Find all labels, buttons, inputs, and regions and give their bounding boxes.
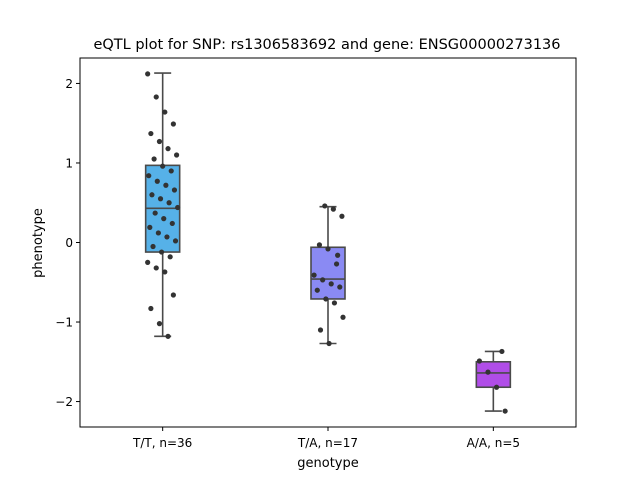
data-point	[145, 259, 151, 265]
data-point	[148, 305, 154, 312]
data-point	[330, 206, 336, 212]
y-tick-label: 2	[65, 77, 73, 91]
y-axis: −2 −1 0 1 2	[55, 77, 80, 409]
x-axis-label: genotype	[297, 456, 358, 471]
y-tick-label: −1	[55, 316, 73, 330]
box-group-2	[310, 203, 346, 347]
data-point	[168, 168, 174, 174]
data-point	[155, 230, 161, 236]
data-point	[145, 71, 151, 77]
plot-area	[144, 71, 512, 414]
data-point	[158, 249, 165, 255]
data-point	[160, 163, 166, 169]
data-point	[340, 314, 346, 320]
data-point	[147, 224, 153, 230]
data-point	[150, 243, 156, 250]
data-point	[156, 321, 163, 327]
data-point	[322, 203, 328, 209]
data-point	[328, 281, 334, 287]
data-point	[162, 109, 168, 115]
data-point	[153, 94, 159, 100]
data-point	[167, 254, 173, 260]
data-point	[164, 234, 170, 240]
data-point	[156, 138, 163, 145]
data-point	[335, 252, 341, 258]
y-tick-label: −2	[55, 395, 73, 409]
data-point	[161, 216, 167, 222]
y-axis-label: phenotype	[31, 208, 46, 278]
x-tick-label: A/A, n=5	[467, 436, 520, 450]
data-point	[499, 348, 505, 355]
data-point	[502, 408, 508, 414]
chart-title: eQTL plot for SNP: rs1306583692 and gene…	[93, 37, 560, 53]
data-point	[166, 200, 172, 206]
x-tick-label: T/A, n=17	[297, 436, 358, 450]
data-point	[163, 182, 169, 188]
data-point	[333, 261, 340, 267]
y-tick-label: 1	[65, 156, 73, 170]
data-point	[325, 246, 331, 252]
data-point	[169, 220, 175, 227]
iqr-box	[475, 360, 512, 389]
data-point	[175, 204, 181, 211]
data-point	[170, 121, 176, 127]
data-point	[173, 152, 180, 158]
data-point	[157, 196, 164, 202]
data-point	[320, 277, 326, 283]
data-point	[485, 369, 491, 375]
data-point	[323, 296, 329, 302]
data-point	[153, 265, 159, 271]
data-point	[331, 300, 338, 306]
data-point	[311, 272, 317, 278]
box-group-1	[144, 71, 181, 339]
data-point	[165, 146, 171, 152]
x-axis: T/T, n=36 T/A, n=17 A/A, n=5	[132, 427, 520, 450]
data-point	[152, 210, 158, 216]
data-point	[171, 187, 178, 193]
data-point	[493, 384, 500, 390]
data-point	[170, 292, 176, 298]
data-point	[476, 358, 483, 364]
data-point	[165, 333, 171, 339]
data-point	[316, 242, 323, 248]
data-point	[148, 130, 154, 137]
data-point	[314, 287, 320, 293]
data-point	[146, 173, 152, 179]
data-point	[172, 238, 179, 244]
data-point	[162, 269, 168, 275]
data-point	[339, 213, 345, 219]
data-point	[326, 340, 332, 347]
data-point	[337, 284, 343, 290]
box-group-3	[475, 348, 512, 414]
data-point	[317, 327, 324, 333]
data-point	[151, 156, 157, 162]
data-point	[154, 178, 160, 184]
y-tick-label: 0	[65, 236, 73, 250]
x-tick-label: T/T, n=36	[132, 436, 192, 450]
data-point	[149, 192, 155, 198]
